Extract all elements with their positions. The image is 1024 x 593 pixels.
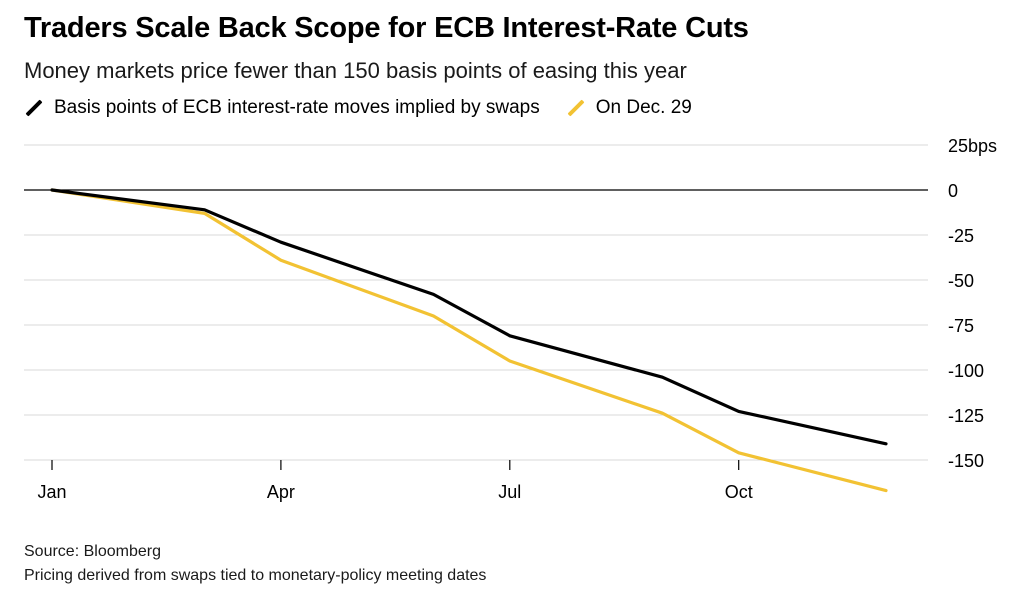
series-line-dec29 xyxy=(50,188,888,493)
y-axis: 25bps 0 -25 -50 -75 -100 -125 -150 xyxy=(948,136,997,471)
legend: Basis points of ECB interest-rate moves … xyxy=(24,97,718,119)
x-tick-label: Apr xyxy=(267,482,295,502)
x-tick-label: Jul xyxy=(498,482,521,502)
x-axis: Jan Apr Jul Oct xyxy=(37,460,753,502)
y-tick-label: 0 xyxy=(948,181,958,201)
series-line-swaps xyxy=(50,188,888,446)
legend-label-swaps: Basis points of ECB interest-rate moves … xyxy=(54,97,540,118)
y-tick-label: -50 xyxy=(948,271,974,291)
grid-layer xyxy=(24,144,928,461)
x-tick-label: Oct xyxy=(725,482,753,502)
chart-subtitle: Money markets price fewer than 150 basis… xyxy=(24,58,687,83)
legend-label-dec29: On Dec. 29 xyxy=(595,97,692,118)
chart-title: Traders Scale Back Scope for ECB Interes… xyxy=(24,12,749,44)
x-tick-label: Jan xyxy=(37,482,66,502)
y-tick-label: -150 xyxy=(948,451,984,471)
y-tick-label: -75 xyxy=(948,316,974,336)
source-note: Source: Bloomberg xyxy=(24,543,161,560)
legend-item-swaps: Basis points of ECB interest-rate moves … xyxy=(24,97,540,119)
series-layer xyxy=(50,188,888,493)
y-tick-label: -125 xyxy=(948,406,984,426)
y-tick-label: -100 xyxy=(948,361,984,381)
y-tick-label: 25bps xyxy=(948,136,997,156)
y-tick-label: -25 xyxy=(948,226,974,246)
methodology-note: Pricing derived from swaps tied to monet… xyxy=(24,567,487,584)
legend-item-dec29: On Dec. 29 xyxy=(566,97,692,119)
